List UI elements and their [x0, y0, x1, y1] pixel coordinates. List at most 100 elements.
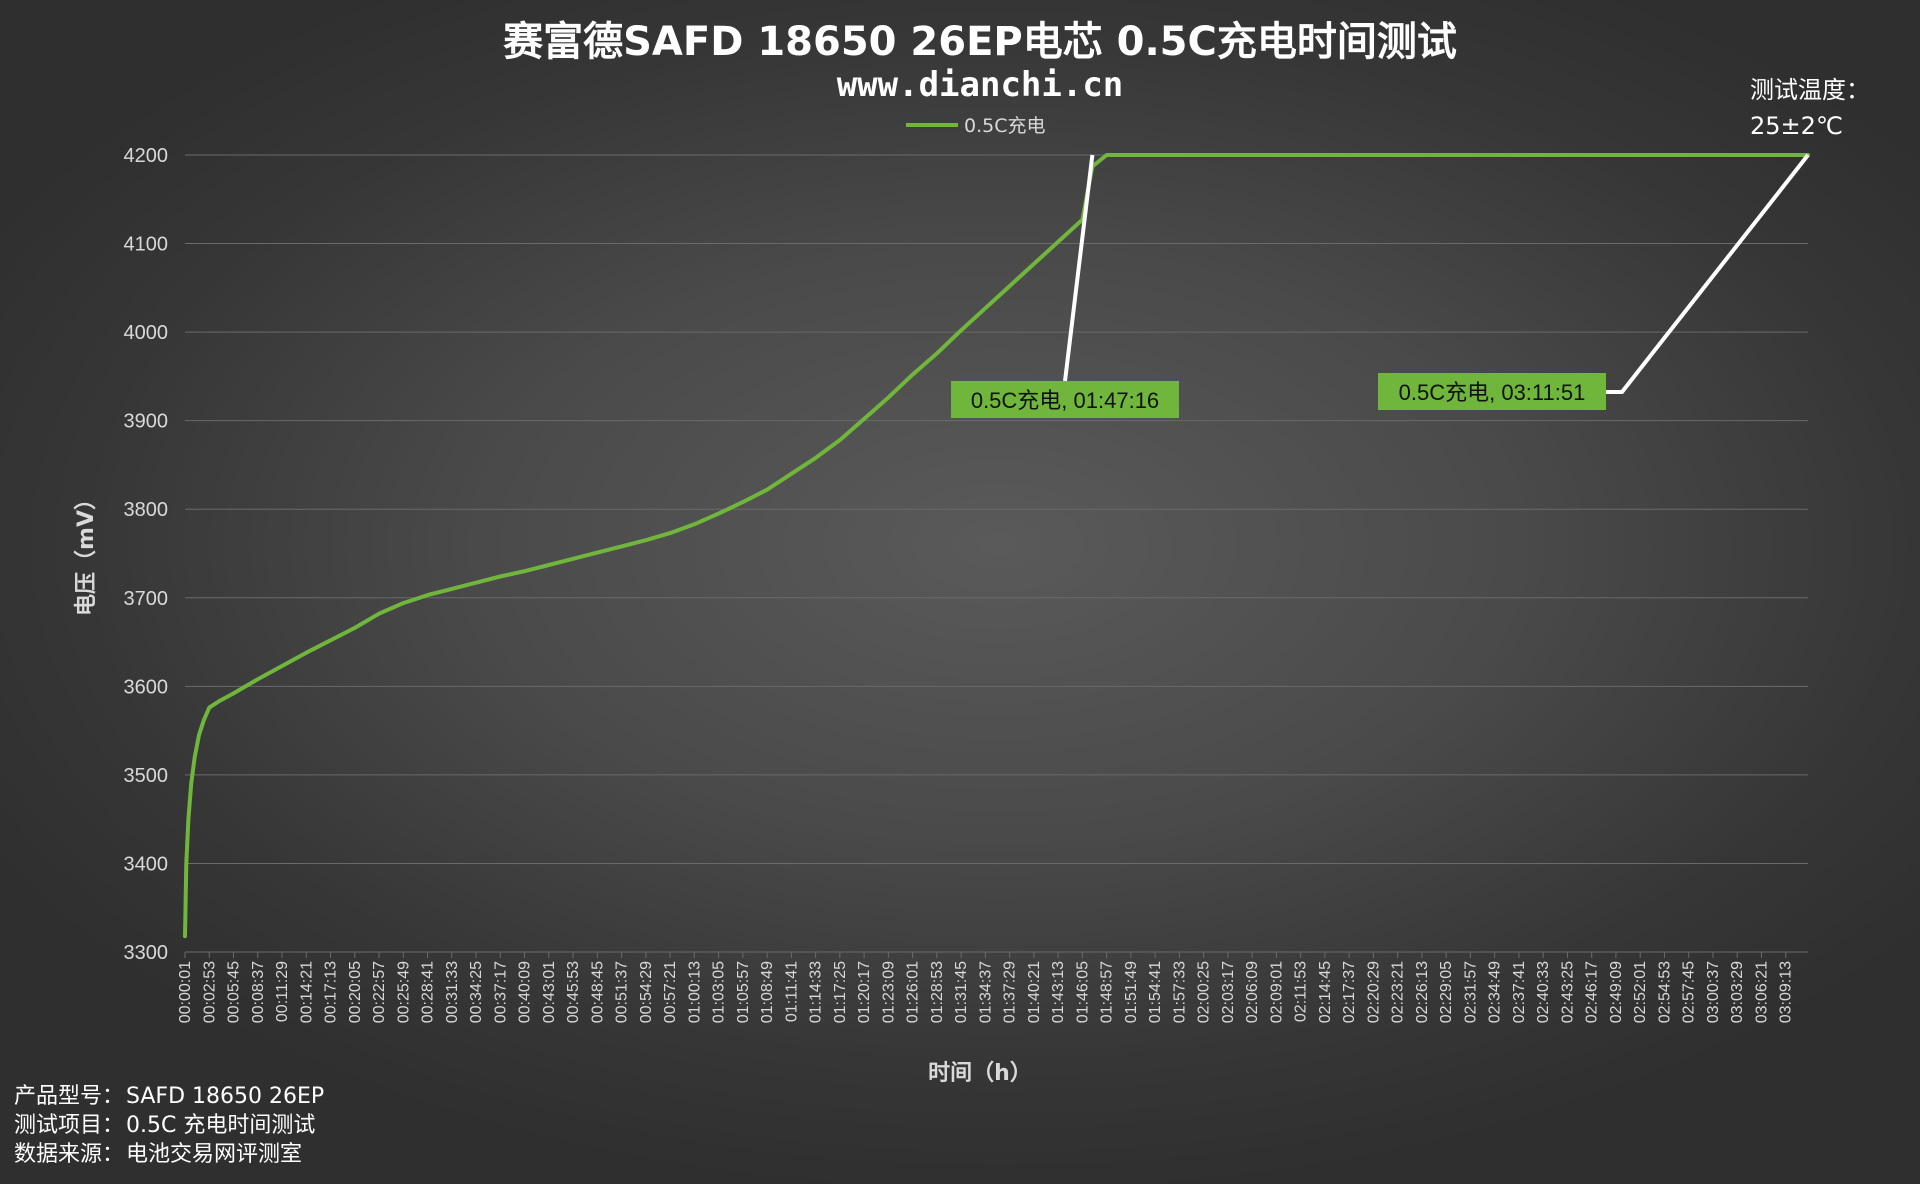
x-tick-label: 00:11:29	[274, 961, 291, 1022]
callout-leader	[1606, 153, 1810, 394]
footer-value-test: 0.5C 充电时间测试	[126, 1113, 315, 1138]
x-tick-label: 01:11:41	[783, 961, 800, 1022]
y-tick-label: 3600	[124, 676, 169, 698]
x-tick-label: 01:28:53	[929, 961, 946, 1023]
x-tick-label: 00:57:21	[662, 961, 679, 1023]
footer-label-source: 数据来源：	[14, 1142, 124, 1167]
footer-label-test: 测试项目：	[14, 1113, 124, 1138]
x-tick-label: 00:31:33	[444, 961, 461, 1023]
x-tick-label: 00:40:09	[517, 961, 534, 1023]
x-tick-label: 01:40:21	[1026, 961, 1043, 1023]
x-tick-label: 01:31:45	[953, 961, 970, 1023]
x-tick-label: 00:22:57	[371, 961, 388, 1023]
x-tick-label: 01:00:13	[686, 961, 703, 1023]
x-tick-label: 02:46:17	[1584, 961, 1601, 1023]
chart-title: 赛富德SAFD 18650 26EP电芯 0.5C充电时间测试	[503, 19, 1457, 65]
chart-subtitle: www.dianchi.cn	[837, 65, 1124, 105]
y-tick-label: 4200	[124, 145, 169, 167]
x-tick-label: 01:43:13	[1050, 961, 1067, 1023]
x-tick-label: 02:23:21	[1390, 961, 1407, 1023]
x-tick-label: 02:43:25	[1559, 961, 1576, 1023]
x-tick-label: 00:28:41	[420, 961, 437, 1023]
x-tick-label: 02:20:29	[1365, 961, 1382, 1023]
x-tick-label: 00:45:53	[565, 961, 582, 1023]
y-tick-label: 4100	[124, 234, 169, 256]
x-tick-label: 00:37:17	[492, 961, 509, 1023]
x-tick-label: 00:05:45	[226, 961, 243, 1023]
y-tick-label: 4000	[124, 322, 169, 344]
x-tick-label: 03:09:13	[1778, 961, 1795, 1023]
x-tick-label: 01:03:05	[711, 961, 728, 1023]
x-tick-label: 02:34:49	[1487, 961, 1504, 1023]
legend: 0.5C充电	[906, 115, 1045, 137]
temperature-label: 测试温度：	[1750, 76, 1870, 104]
series-line-0	[183, 153, 1810, 939]
x-tick-labels: 00:00:01 00:02:53 00:05:45 00:08:37 00:11:29…	[177, 961, 1795, 1023]
x-tick-label: 02:06:09	[1244, 961, 1261, 1023]
y-tick-label: 3900	[124, 411, 169, 433]
x-tick-label: 01:54:41	[1147, 961, 1164, 1023]
x-tick-label: 01:23:09	[880, 961, 897, 1023]
y-tick-label: 3300	[124, 942, 169, 964]
x-tick-label: 01:08:49	[759, 961, 776, 1023]
legend-label: 0.5C充电	[964, 115, 1045, 137]
x-tick-label: 02:52:01	[1632, 961, 1649, 1023]
x-tick-label: 01:05:57	[735, 961, 752, 1023]
callout-leader	[1063, 154, 1095, 382]
x-tick-label: 00:25:49	[395, 961, 412, 1023]
x-tick-label: 00:51:37	[614, 961, 631, 1023]
x-tick-label: 03:03:29	[1729, 961, 1746, 1023]
y-axis-title: 电压（mV）	[74, 488, 99, 616]
x-tick-label: 02:54:53	[1656, 961, 1673, 1023]
gridlines	[184, 154, 1808, 958]
x-tick-label: 01:26:01	[905, 961, 922, 1023]
x-tick-label: 00:02:53	[201, 961, 218, 1023]
x-tick-label: 01:20:17	[856, 961, 873, 1023]
x-tick-label: 02:14:45	[1317, 961, 1334, 1023]
x-axis-title: 时间（h）	[928, 1061, 1032, 1086]
y-tick-labels: 3300 3400 3500 3600 3700 3800 3900 4000 4100 4200	[124, 145, 169, 964]
callout-label: 0.5C充电, 03:11:51	[1399, 380, 1586, 405]
x-tick-label: 01:34:37	[977, 961, 994, 1023]
x-tick-label: 02:03:17	[1220, 961, 1237, 1023]
x-tick-label: 00:20:05	[347, 961, 364, 1023]
callout-box	[1378, 373, 1606, 410]
callout-box	[951, 381, 1179, 418]
x-tick-label: 01:57:33	[1171, 961, 1188, 1023]
x-tick-label: 01:17:25	[832, 961, 849, 1023]
x-tick-label: 02:11:53	[1293, 961, 1310, 1022]
x-tick-label: 02:00:25	[1196, 961, 1213, 1023]
x-tick-label: 02:49:09	[1608, 961, 1625, 1023]
x-tick-label: 00:43:01	[541, 961, 558, 1023]
footer-value-source: 电池交易网评测室	[126, 1142, 302, 1167]
x-tick-label: 03:06:21	[1753, 961, 1770, 1023]
x-tick-label: 01:37:29	[1002, 961, 1019, 1023]
x-tick-label: 03:00:37	[1705, 961, 1722, 1023]
x-tick-label: 01:48:57	[1099, 961, 1116, 1023]
y-tick-label: 3500	[124, 765, 169, 787]
x-tick-label: 02:29:05	[1438, 961, 1455, 1023]
x-tick-label: 01:46:05	[1074, 961, 1091, 1023]
y-tick-label: 3800	[124, 499, 169, 521]
footer-label-model: 产品型号：	[14, 1084, 124, 1109]
footer-value-model: SAFD 18650 26EP	[126, 1084, 324, 1109]
x-tick-label: 00:54:29	[638, 961, 655, 1023]
x-tick-label: 02:37:41	[1511, 961, 1528, 1023]
x-tick-label: 02:26:13	[1414, 961, 1431, 1023]
y-tick-label: 3700	[124, 588, 169, 610]
x-tick-label: 01:51:49	[1123, 961, 1140, 1023]
x-tick-label: 02:57:45	[1681, 961, 1698, 1023]
y-tick-label: 3400	[124, 853, 169, 875]
x-tick-label: 00:34:25	[468, 961, 485, 1023]
footer: 产品型号： SAFD 18650 26EP 测试项目： 0.5C 充电时间测试 …	[14, 1084, 324, 1167]
x-tick-label: 02:09:01	[1268, 961, 1285, 1023]
callout-label: 0.5C充电, 01:47:16	[971, 388, 1159, 413]
temperature-value: 25±2℃	[1750, 112, 1843, 140]
x-tick-label: 00:48:45	[589, 961, 606, 1023]
x-tick-label: 00:00:01	[177, 961, 194, 1023]
series-layer	[183, 153, 1810, 939]
x-tick-label: 00:14:21	[298, 961, 315, 1023]
x-tick-label: 00:17:13	[323, 961, 340, 1023]
